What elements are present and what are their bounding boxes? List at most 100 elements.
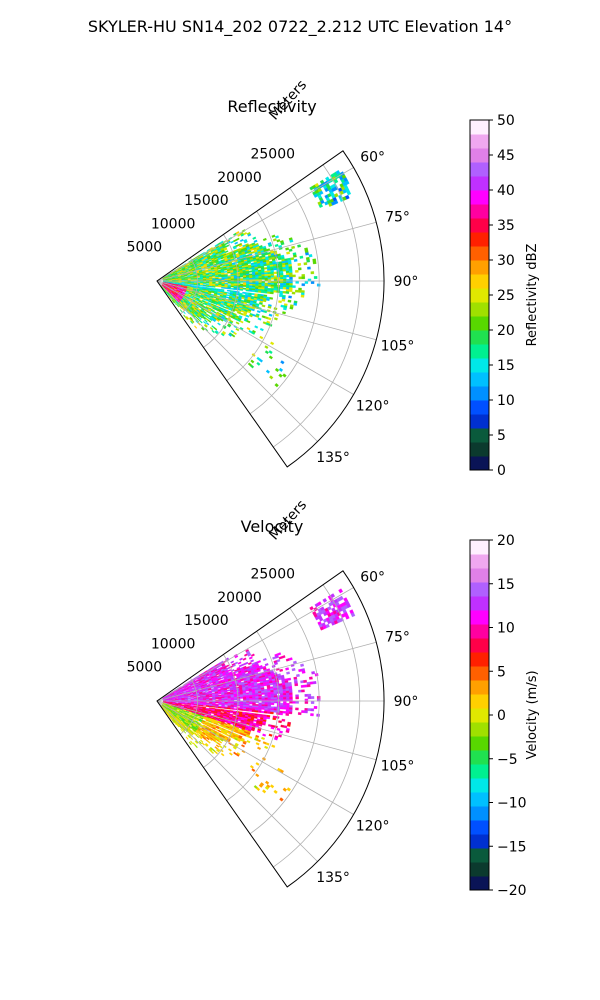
colorbar-tick-label: −5 <box>497 752 518 768</box>
range-tick-label: 20000 <box>217 590 262 606</box>
colorbar-segment <box>470 274 489 289</box>
azimuth-tick-label: 75° <box>385 210 410 226</box>
colorbar-segment <box>470 848 489 863</box>
colorbar-tick-label: 15 <box>497 358 515 374</box>
colorbar-segment <box>470 316 489 331</box>
range-tick-label: 25000 <box>250 147 295 163</box>
colorbar-segment <box>470 204 489 219</box>
azimuth-tick-label: 135° <box>316 450 350 466</box>
polar-grid <box>156 584 384 868</box>
colorbar-segment <box>470 456 489 471</box>
colorbar-segment <box>470 778 489 793</box>
range-tick-label: 20000 <box>217 170 262 186</box>
figure-title: SKYLER-HU SN14_202 0722_2.212 UTC Elevat… <box>88 17 512 37</box>
colorbar-segment <box>470 414 489 429</box>
colorbar-segment <box>470 638 489 653</box>
colorbar-segment <box>470 162 489 177</box>
colorbar-tick-label: 25 <box>497 288 515 304</box>
range-tick-label: 10000 <box>151 216 196 232</box>
colorbar-segment <box>470 750 489 765</box>
colorbar-segment <box>470 820 489 835</box>
colorbar-segment <box>470 652 489 667</box>
azimuth-tick-label: 90° <box>394 274 419 290</box>
colorbar-tick-label: 5 <box>497 428 506 444</box>
colorbar-tick-label: 20 <box>497 323 515 339</box>
colorbar-tick-label: 20 <box>497 533 515 549</box>
colorbar-tick-label: 5 <box>497 664 506 680</box>
colorbar-tick-label: 0 <box>497 708 506 724</box>
colorbar-segment <box>470 330 489 345</box>
azimuth-tick-label: 105° <box>381 758 415 774</box>
colorbar-tick-label: 45 <box>497 148 515 164</box>
colorbar-segment <box>470 862 489 877</box>
colorbar-tick-label: −20 <box>497 883 527 899</box>
velocity-panel: Velocity 60° 75° 90° 105° 120° 135° 5000 10000 15… <box>127 497 418 888</box>
colorbar-tick-label: 0 <box>497 463 506 479</box>
colorbar-segment <box>470 722 489 737</box>
colorbar-segment <box>470 148 489 163</box>
colorbar-segment <box>470 344 489 359</box>
colorbar-segment <box>470 176 489 191</box>
velocity-colorbar: −20 −15 −10 −5 0 5 10 15 20 Velocity (m/s) <box>469 533 540 899</box>
colorbar-segment <box>470 876 489 891</box>
panel-title: Velocity <box>241 517 304 536</box>
colorbar-segment <box>470 218 489 233</box>
colorbar-segment <box>470 834 489 849</box>
azimuth-tick-label: 120° <box>356 819 390 835</box>
colorbar-tick-label: 35 <box>497 218 515 234</box>
colorbar-segment <box>470 568 489 583</box>
colorbar-segment <box>470 554 489 569</box>
colorbar-segment <box>470 694 489 709</box>
colorbar-segment <box>470 582 489 597</box>
azimuth-tick-label: 60° <box>360 570 385 586</box>
reflectivity-panel: Reflectivity 60° 75° 90° 105° 120° 135° 5000 100… <box>127 77 419 468</box>
colorbar-segment <box>470 288 489 303</box>
colorbar-tick-label: 30 <box>497 253 515 269</box>
azimuth-tick-label: 75° <box>385 630 410 646</box>
colorbar-segment <box>470 386 489 401</box>
colorbar-segment <box>470 232 489 247</box>
colorbar-segment <box>470 610 489 625</box>
range-tick-label: 15000 <box>184 193 229 209</box>
range-tick-label: 10000 <box>151 636 196 652</box>
azimuth-tick-label: 120° <box>356 399 390 415</box>
colorbar-segment <box>470 666 489 681</box>
colorbar-segment <box>470 708 489 723</box>
colorbar-segment <box>470 540 489 555</box>
range-tick-label: 5000 <box>127 660 163 676</box>
azimuth-tick-label: 135° <box>316 870 350 886</box>
range-tick-label: 25000 <box>250 567 295 583</box>
colorbar-label: Reflectivity dBZ <box>525 244 540 347</box>
colorbar-segment <box>470 624 489 639</box>
colorbar-tick-label: −15 <box>497 839 527 855</box>
colorbar-tick-label: 40 <box>497 183 515 199</box>
colorbar-segment <box>470 260 489 275</box>
range-tick-label: 5000 <box>127 240 163 256</box>
range-tick-label: 15000 <box>184 613 229 629</box>
colorbar-label: Velocity (m/s) <box>525 670 540 759</box>
colorbar-tick-label: −10 <box>497 796 527 812</box>
colorbar-segment <box>470 246 489 261</box>
colorbar-segment <box>470 302 489 317</box>
colorbar-tick-label: 10 <box>497 621 515 637</box>
colorbar-segment <box>470 134 489 149</box>
colorbar-segment <box>470 120 489 135</box>
panel-title: Reflectivity <box>227 97 316 116</box>
polar-grid <box>156 164 384 448</box>
echo-field <box>160 170 352 388</box>
colorbar-segment <box>470 596 489 611</box>
colorbar-segment <box>470 428 489 443</box>
colorbar-segment <box>470 736 489 751</box>
azimuth-tick-label: 105° <box>381 338 415 354</box>
colorbar-tick-label: 50 <box>497 113 515 129</box>
colorbar-segment <box>470 806 489 821</box>
colorbar-segment <box>470 190 489 205</box>
colorbar-segment <box>470 358 489 373</box>
colorbar-segment <box>470 680 489 695</box>
colorbar-tick-label: 10 <box>497 393 515 409</box>
colorbar-segment <box>470 792 489 807</box>
reflectivity-colorbar: 0 5 10 15 20 25 30 35 40 45 50 Reflectivity dBZ <box>469 113 540 479</box>
colorbar-segment <box>470 372 489 387</box>
echo-field <box>160 588 356 802</box>
